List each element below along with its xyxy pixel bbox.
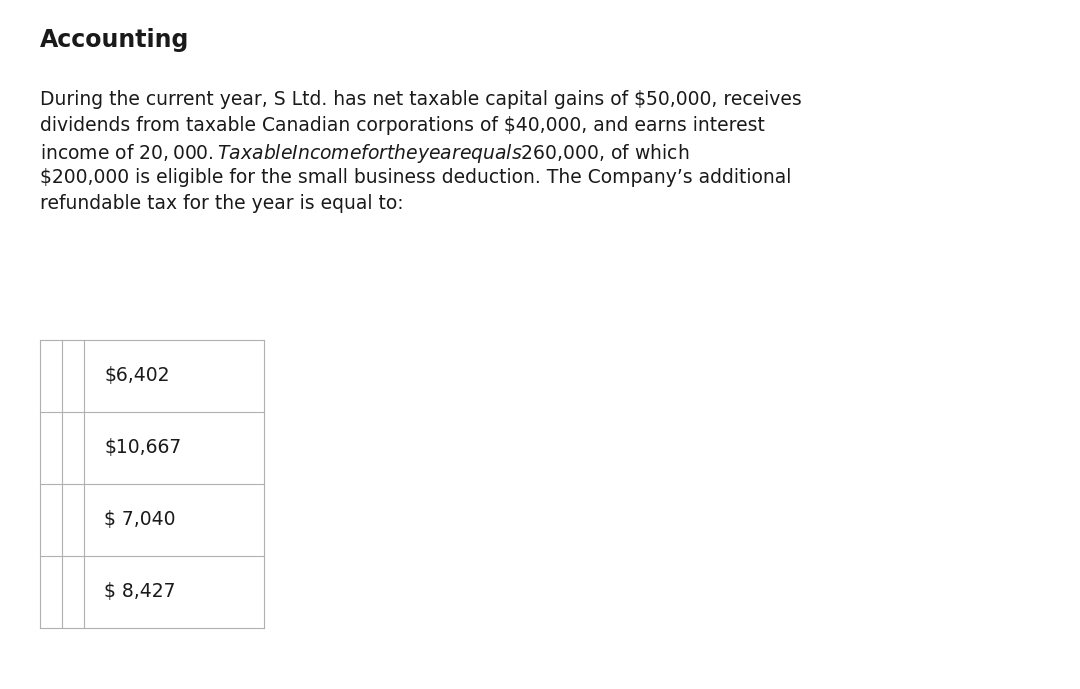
Text: income of $20,000. Taxable Income for the year equals $260,000, of which: income of $20,000. Taxable Income for th…: [40, 142, 689, 165]
Text: dividends from taxable Canadian corporations of $40,000, and earns interest: dividends from taxable Canadian corporat…: [40, 116, 765, 135]
Text: $200,000 is eligible for the small business deduction. The Company’s additional: $200,000 is eligible for the small busin…: [40, 168, 792, 187]
Text: $10,667: $10,667: [104, 438, 181, 457]
Text: During the current year, S Ltd. has net taxable capital gains of $50,000, receiv: During the current year, S Ltd. has net …: [40, 90, 801, 109]
Text: Accounting: Accounting: [40, 28, 189, 52]
Text: $6,402: $6,402: [104, 367, 170, 386]
Text: $ 8,427: $ 8,427: [104, 582, 175, 601]
Text: $ 7,040: $ 7,040: [104, 511, 175, 530]
Text: refundable tax for the year is equal to:: refundable tax for the year is equal to:: [40, 194, 404, 213]
